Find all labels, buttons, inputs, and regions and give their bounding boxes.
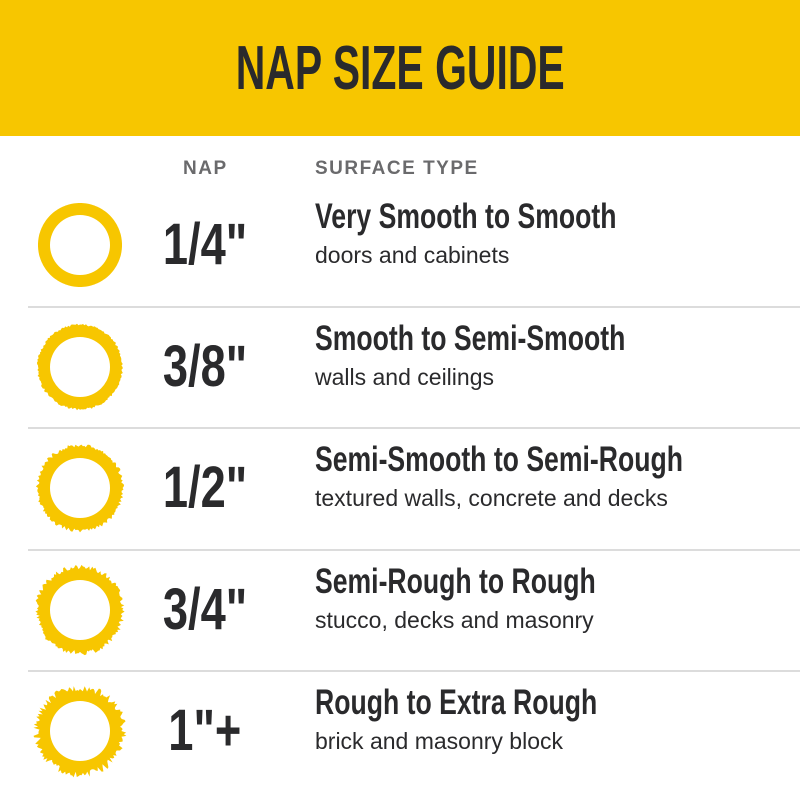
smooth-ring-icon <box>30 195 130 295</box>
nap-size: 1/4" <box>162 212 248 277</box>
page-title: NAP SIZE GUIDE <box>235 34 565 103</box>
list-item: 3/4" Semi-Rough to Rough stucco, decks a… <box>0 549 800 671</box>
list-item: 3/8" Smooth to Semi-Smooth walls and cei… <box>0 306 800 428</box>
divider <box>28 670 800 672</box>
surface-type-title: Very Smooth to Smooth <box>315 197 617 236</box>
surface-type-description: stucco, decks and masonry <box>315 607 594 633</box>
surface-type-title: Semi-Smooth to Semi-Rough <box>315 440 683 479</box>
divider <box>28 306 800 308</box>
extra-rough-ring-icon <box>30 681 130 781</box>
slightly-rough-ring-icon <box>30 317 130 417</box>
list-item: 1"+ Rough to Extra Rough brick and mason… <box>0 670 800 792</box>
divider <box>28 427 800 429</box>
list-item: 1/4" Very Smooth to Smooth doors and cab… <box>0 185 800 306</box>
surface-type-title: Semi-Rough to Rough <box>315 562 596 601</box>
column-header-nap: NAP <box>183 158 228 179</box>
surface-type-description: doors and cabinets <box>315 242 510 268</box>
list-item: 1/2" Semi-Smooth to Semi-Rough textured … <box>0 427 800 549</box>
nap-size: 3/4" <box>162 577 248 642</box>
divider <box>28 549 800 551</box>
header-banner: NAP SIZE GUIDE <box>0 0 800 136</box>
rough-ring-icon <box>30 560 130 660</box>
surface-type-description: brick and masonry block <box>315 728 563 754</box>
nap-size: 1/2" <box>162 455 248 520</box>
surface-type-title: Rough to Extra Rough <box>315 683 598 722</box>
nap-size: 3/8" <box>162 334 248 399</box>
surface-type-title: Smooth to Semi-Smooth <box>315 319 626 358</box>
surface-type-description: textured walls, concrete and decks <box>315 485 668 511</box>
nap-size: 1"+ <box>168 698 242 763</box>
column-header-surface-type: SURFACE TYPE <box>315 158 479 179</box>
semi-rough-ring-icon <box>30 438 130 538</box>
surface-type-description: walls and ceilings <box>315 364 494 390</box>
